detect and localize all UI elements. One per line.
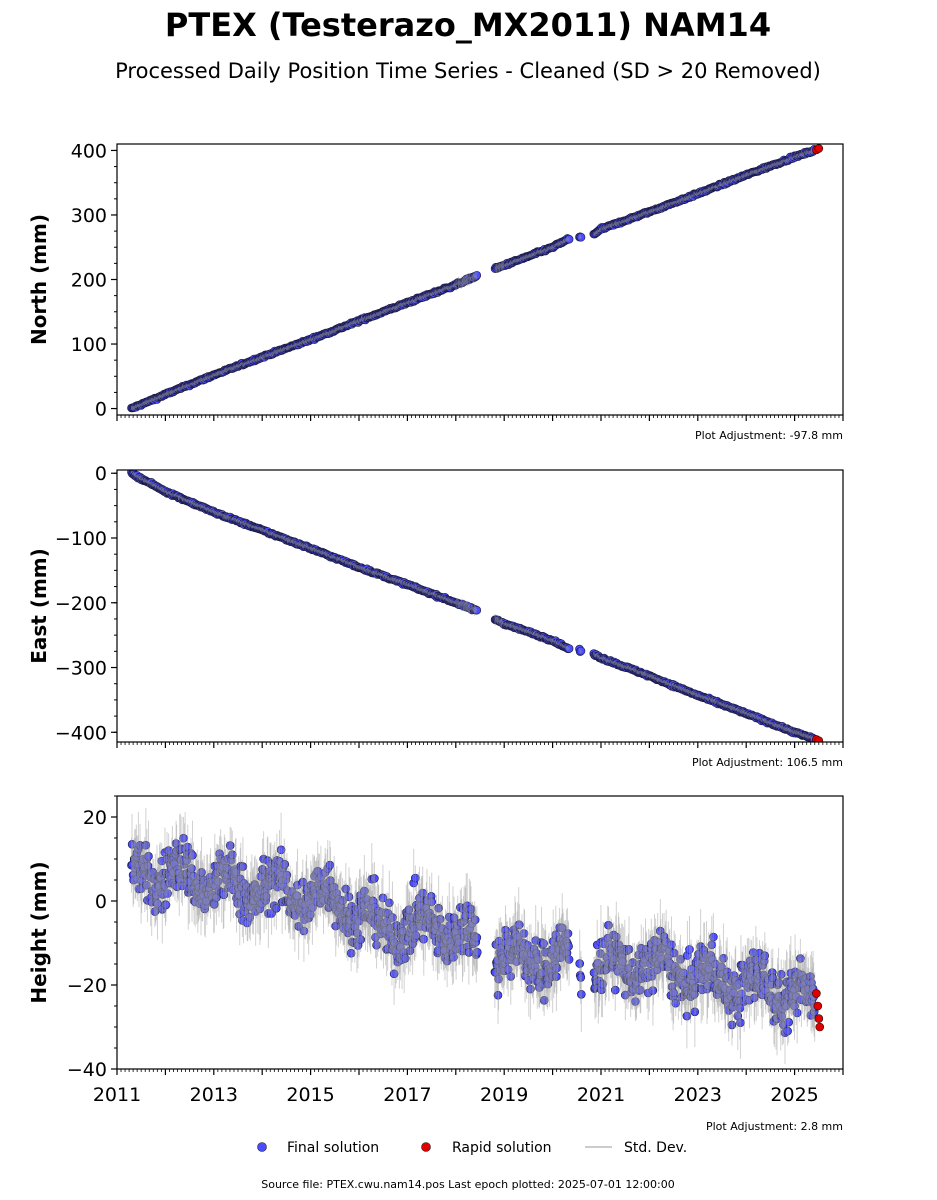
y-tick-label: 400 [71,140,107,162]
final-point [576,646,586,656]
y-tick-label: −200 [55,593,107,615]
y-tick-label: 300 [71,205,107,227]
axes-frame [116,469,844,743]
final-points [127,145,819,413]
panels: 0 100 200 300 400 North (mm) Plot Adjustment: … [27,140,844,1133]
y-tick-label: −400 [55,722,107,744]
plot-adjustment-note: Plot Adjustment: 106.5 mm [692,756,843,769]
plot-adjustment-note: Plot Adjustment: -97.8 mm [695,429,843,442]
y-tick-label: 0 [95,463,107,485]
final-point [472,605,482,615]
final-points [127,470,819,742]
y-tick-label: 0 [95,399,107,421]
final-point [472,270,482,280]
final-point [576,232,586,242]
plot-area [127,470,824,742]
panel-2: 0 −100 −200 −300 −400 East (mm) Plot Adjustmen… [27,463,844,769]
plot-area [127,807,825,1065]
y-tick-label: 100 [71,334,107,356]
rapid-points [812,144,824,155]
y-tick-label: −300 [55,658,107,680]
y-axis-label: East (mm) [27,548,51,664]
y-tick-label: 200 [71,270,107,292]
rapid-points [812,735,824,742]
y-tick-label: −100 [55,528,107,550]
final-point [564,234,574,244]
stddev-bars [131,147,815,410]
plot-area [127,144,824,413]
y-axis-label: North (mm) [27,214,51,345]
final-point [564,644,574,653]
rapid-point [814,144,824,153]
panel-1: 0 100 200 300 400 North (mm) Plot Adjustment: … [27,140,844,442]
figure-subtitle: Processed Daily Position Time Series - C… [115,59,821,83]
figure-title: PTEX (Testerazo_MX2011) NAM14 [165,6,771,44]
